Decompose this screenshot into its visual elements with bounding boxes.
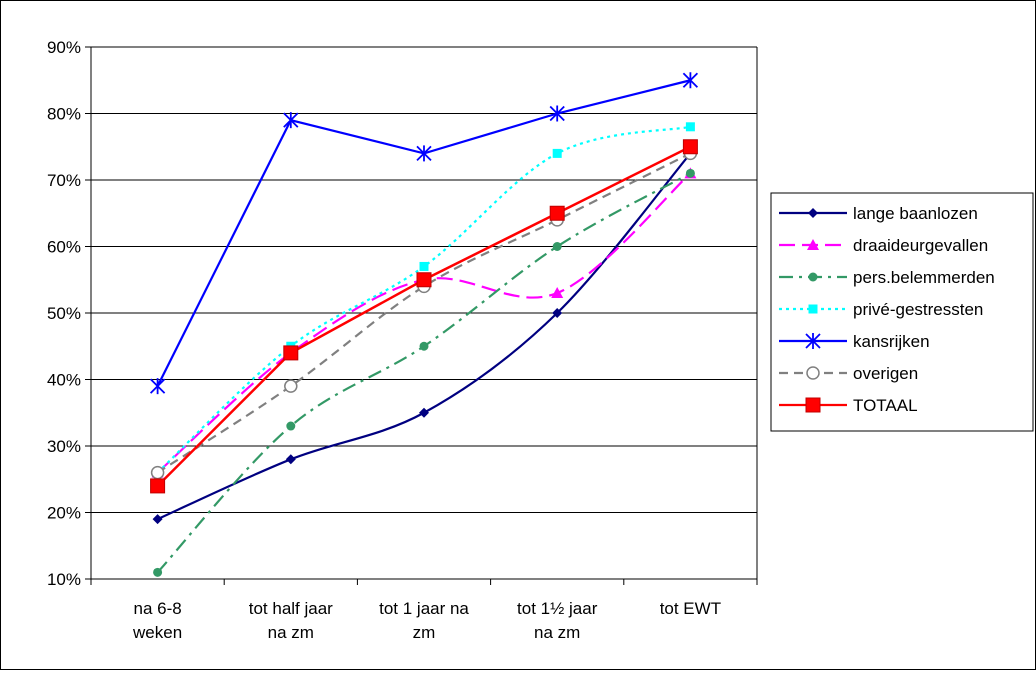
legend-label-0: lange baanlozen <box>853 204 978 223</box>
legend-marker-2 <box>808 272 818 282</box>
x-axis: na 6-8 weken tot half jaar na zm tot 1 jaar … <box>90 578 758 642</box>
data-point-0 <box>419 407 429 418</box>
data-point-4 <box>549 105 565 122</box>
data-point-0 <box>152 514 163 525</box>
x-tick-label: tot half jaar na zm <box>249 599 333 642</box>
legend-label-5: overigen <box>853 364 918 383</box>
x-tick-label-line: zm <box>413 623 436 642</box>
x-tick-label: tot EWT <box>660 599 721 618</box>
legend-label-3: privé-gestressten <box>853 300 983 319</box>
data-point-6 <box>150 478 166 494</box>
legend-label-2: pers.belemmerden <box>853 268 995 287</box>
y-tick-label: 10% <box>47 570 81 589</box>
data-point-2 <box>685 168 695 178</box>
data-point-6 <box>416 272 432 288</box>
data-point-5 <box>284 379 298 393</box>
data-point-0 <box>285 454 296 465</box>
x-tick-label: na 6-8 weken <box>132 599 182 642</box>
legend-label-1: draaideurgevallen <box>853 236 988 255</box>
series-line-0 <box>157 152 692 521</box>
data-point-4 <box>149 378 166 395</box>
x-tick-label: tot 1 jaar na zm <box>379 599 469 642</box>
x-tick-label-line: na 6-8 <box>133 599 181 618</box>
x-tick-label-line: tot EWT <box>660 599 721 618</box>
legend-marker-6 <box>805 397 821 413</box>
data-point-3 <box>419 261 429 271</box>
legend-marker-3 <box>808 304 818 314</box>
y-tick-label: 30% <box>47 437 81 456</box>
x-tick-label-line: tot 1 jaar na <box>379 599 469 618</box>
data-point-4 <box>283 112 299 129</box>
x-tick-label-line: na zm <box>268 623 314 642</box>
legend-marker-4 <box>805 333 821 349</box>
legend-marker-1 <box>807 239 819 250</box>
legend-label-6: TOTAAL <box>853 396 918 415</box>
y-tick-label: 60% <box>47 238 81 257</box>
x-tick-label: tot 1½ jaar na zm <box>517 599 598 642</box>
data-point-2 <box>419 341 429 351</box>
y-tick-label: 20% <box>47 504 81 523</box>
y-tick-label: 70% <box>47 171 81 190</box>
legend-label-4: kansrijken <box>853 332 930 351</box>
data-point-2 <box>153 567 163 577</box>
legend-marker-5 <box>806 366 820 380</box>
data-point-6 <box>283 345 299 361</box>
data-point-2 <box>552 242 562 251</box>
legend: lange baanlozen draaideurgevallen pers.bel… <box>770 192 1034 432</box>
data-point-4 <box>416 145 432 162</box>
legend-items: lange baanlozen draaideurgevallen pers.bel… <box>779 204 995 415</box>
data-point-2 <box>286 421 296 431</box>
data-point-6 <box>549 205 565 221</box>
x-tick-label-line: weken <box>132 623 182 642</box>
legend-marker-0 <box>808 208 818 218</box>
y-tick-label: 40% <box>47 371 81 390</box>
plot-area: 10% 20% 30% 40% 50% 60% 70% 80% 90% na 6-8 weken t… <box>47 38 758 642</box>
data-point-6 <box>682 139 698 155</box>
y-tick-label: 90% <box>47 38 81 57</box>
data-point-0 <box>552 308 563 318</box>
x-tick-label-line: tot 1½ jaar <box>517 599 598 618</box>
series-markers <box>149 72 699 577</box>
x-tick-label-line: na zm <box>534 623 580 642</box>
data-point-5 <box>150 465 165 480</box>
y-axis: 10% 20% 30% 40% 50% 60% 70% 80% 90% <box>47 38 758 589</box>
y-tick-label: 50% <box>47 304 81 323</box>
data-point-3 <box>552 148 562 158</box>
y-tick-label: 80% <box>47 105 81 124</box>
x-tick-label-line: tot half jaar <box>249 599 333 618</box>
data-point-1 <box>551 287 564 299</box>
data-point-4 <box>682 72 699 89</box>
data-point-3 <box>685 122 695 132</box>
